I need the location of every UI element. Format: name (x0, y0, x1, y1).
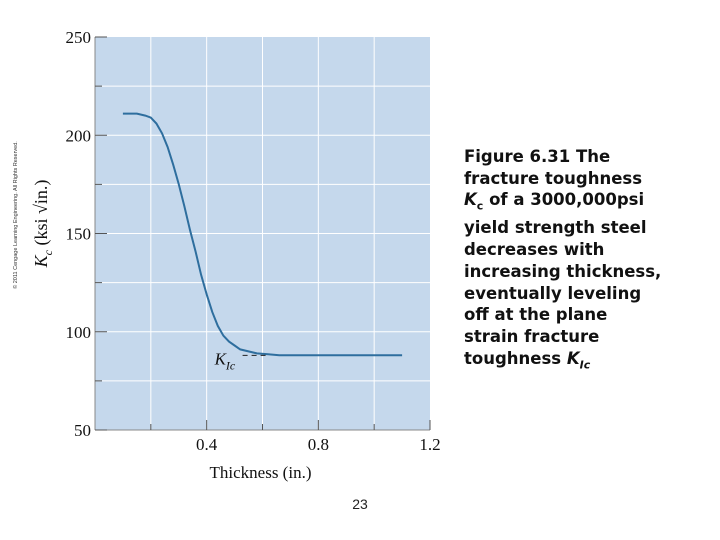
x-tick-label: 0.4 (196, 435, 218, 454)
x-axis-label: Thickness (in.) (210, 463, 312, 482)
caption-line: strain fracture (464, 326, 600, 346)
tick-labels: 50 100 150 200 250 0.4 0.8 1.2 (66, 28, 441, 454)
x-tick-label: 1.2 (419, 435, 440, 454)
y-axis-label: Kc (ksi √in.) (31, 180, 55, 269)
kic-label: KIc (214, 349, 236, 372)
figure-caption: Figure 6.31 The fracture toughness Kc of… (464, 146, 714, 376)
caption-line: fracture toughness (464, 168, 643, 188)
caption-line: Figure 6.31 The (464, 147, 611, 166)
grid (95, 37, 430, 430)
x-tick-label: 0.8 (308, 435, 329, 454)
kic-annotation: KIc (214, 349, 270, 372)
caption-line: decreases with (464, 240, 605, 260)
page-number: 23 (352, 496, 368, 512)
caption-line: Kc of a 3000,000psi (464, 190, 645, 213)
caption-line: eventually leveling (464, 283, 642, 303)
y-tick-label: 200 (66, 126, 92, 145)
caption-line: increasing thickness, (464, 261, 662, 281)
y-tick-label: 150 (66, 225, 92, 244)
caption-line: toughness KIc (464, 348, 591, 371)
toughness-curve (122, 112, 403, 357)
caption-line: yield strength steel (464, 218, 647, 238)
y-tick-label: 250 (66, 28, 92, 47)
y-tick-label: 100 (66, 323, 92, 342)
caption-line: off at the plane (464, 305, 608, 325)
y-tick-label: 50 (74, 421, 91, 440)
axes (94, 36, 431, 431)
